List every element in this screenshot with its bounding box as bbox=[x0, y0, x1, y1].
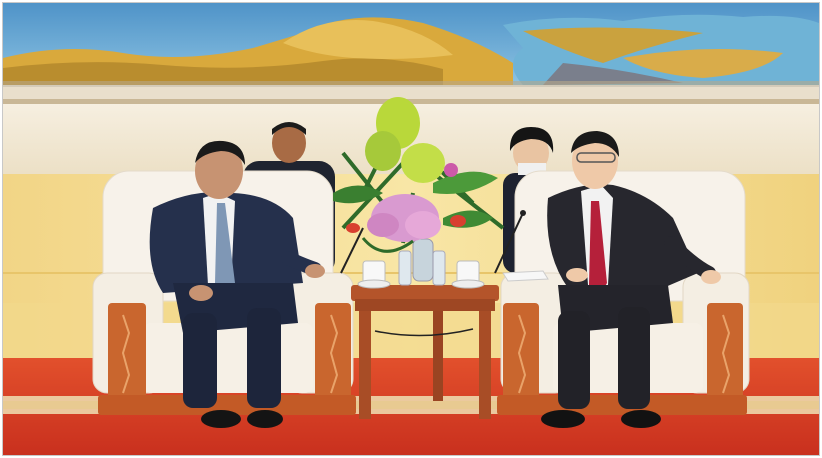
side-table bbox=[351, 285, 499, 419]
table-items bbox=[357, 238, 485, 289]
microphones bbox=[340, 210, 526, 274]
flower-arrangement bbox=[333, 97, 505, 253]
seated-person-left bbox=[149, 140, 325, 428]
landscape-painting bbox=[3, 3, 819, 87]
photo-scene bbox=[3, 3, 819, 455]
seated-person-right bbox=[502, 131, 721, 428]
